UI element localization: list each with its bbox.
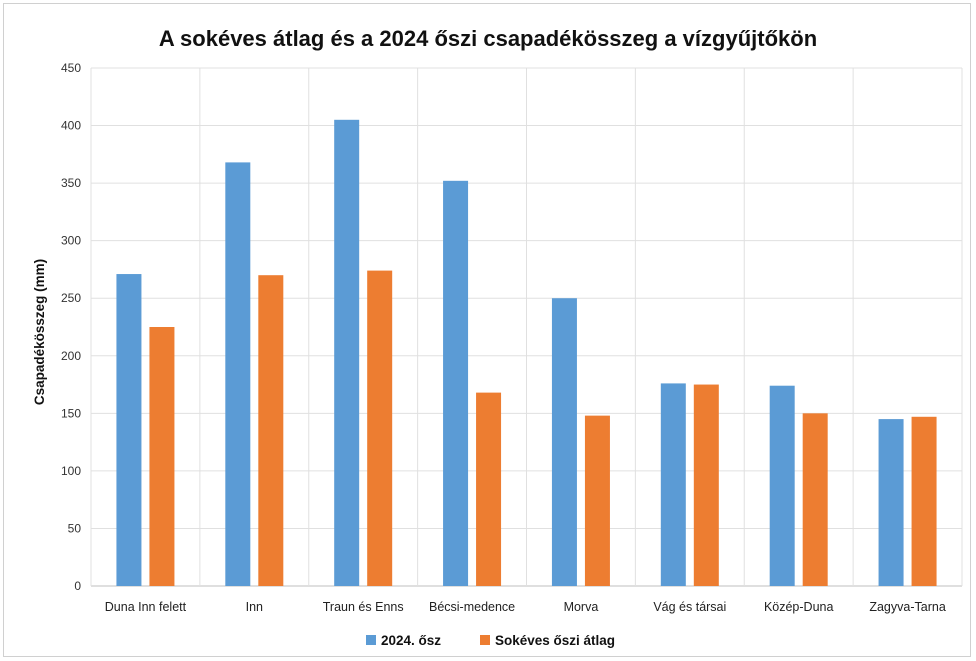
bar-series-1	[225, 162, 251, 586]
bar-series-1	[116, 274, 142, 586]
legend: 2024. ősz Sokéves őszi átlag	[366, 633, 615, 648]
bar-chart: A sokéves átlag és a 2024 őszi csapadékö…	[32, 26, 963, 648]
bar-series-1	[443, 180, 469, 586]
bar-series-2	[149, 327, 175, 586]
bar-series-2	[584, 415, 610, 586]
legend-swatch	[480, 635, 490, 645]
bar-series-2	[258, 275, 284, 586]
legend-swatch	[366, 635, 376, 645]
y-tick-label: 150	[61, 406, 81, 420]
category-label: Duna Inn felett	[105, 600, 187, 614]
bar-series-1	[878, 419, 904, 586]
bar-series-2	[911, 416, 937, 586]
category-label: Traun és Enns	[323, 600, 404, 614]
bar-series-2	[802, 413, 828, 586]
bar-series-2	[476, 392, 502, 586]
category-label: Inn	[246, 600, 263, 614]
y-tick-label: 200	[61, 349, 81, 363]
category-label: Közép-Duna	[764, 600, 834, 614]
bar-series-2	[693, 384, 719, 586]
y-tick-label: 50	[68, 521, 82, 535]
bar-series-1	[551, 298, 577, 586]
legend-label: 2024. ősz	[381, 633, 441, 648]
bar-series-2	[367, 270, 393, 586]
bar-series-1	[334, 119, 360, 587]
bars-layer	[116, 119, 937, 587]
grid-layer	[90, 67, 963, 587]
y-tick-label: 350	[61, 176, 81, 190]
bar-series-1	[660, 383, 686, 586]
y-tick-label: 300	[61, 234, 81, 248]
category-labels: Duna Inn felett Inn Traun és Enns Bécsi-med…	[105, 600, 946, 614]
chart-title: A sokéves átlag és a 2024 őszi csapadékö…	[159, 26, 817, 51]
chart-frame: A sokéves átlag és a 2024 őszi csapadékö…	[3, 3, 971, 657]
category-label: Bécsi-medence	[429, 600, 515, 614]
category-label: Vág és társai	[653, 600, 726, 614]
y-tick-labels: 0 50 100 150 200 250 300 350 400 450	[61, 61, 81, 593]
y-tick-label: 250	[61, 291, 81, 305]
y-tick-label: 450	[61, 61, 81, 75]
y-tick-label: 0	[74, 579, 81, 593]
y-axis-label: Csapadékösszeg (mm)	[32, 259, 47, 405]
category-label: Zagyva-Tarna	[869, 600, 945, 614]
bar-series-1	[769, 385, 795, 586]
category-label: Morva	[564, 600, 599, 614]
legend-label: Sokéves őszi átlag	[495, 633, 615, 648]
y-tick-label: 400	[61, 119, 81, 133]
y-tick-label: 100	[61, 464, 81, 478]
